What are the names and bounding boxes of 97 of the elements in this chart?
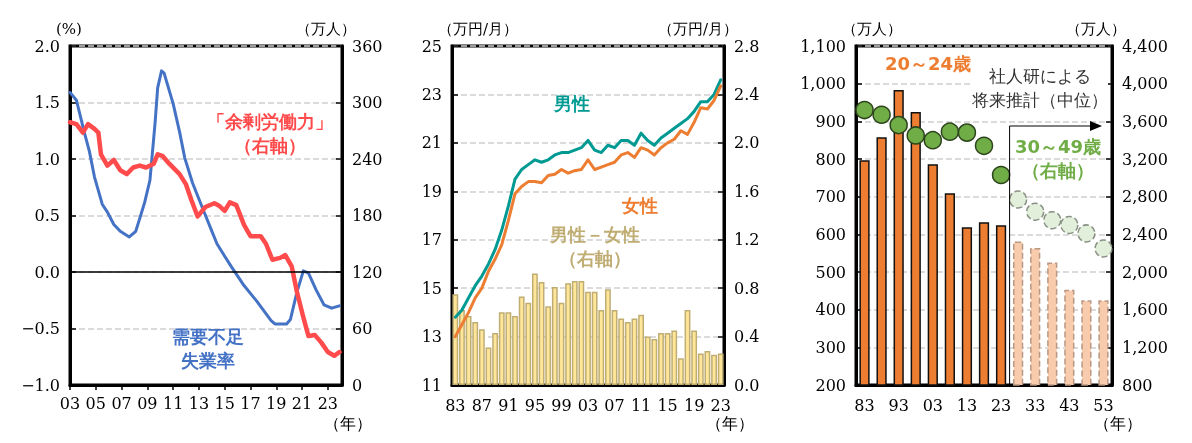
y2-tick-label: 0.0 bbox=[734, 375, 760, 395]
x-tick-label: 87 bbox=[471, 395, 493, 415]
y2-tick-label: 240 bbox=[352, 149, 383, 169]
x-tick-label: 53 bbox=[1093, 395, 1114, 415]
y2-tick-label: 0.4 bbox=[734, 327, 760, 347]
x-tick-label: 07 bbox=[604, 395, 625, 415]
y-tick-label: 1.5 bbox=[34, 93, 60, 112]
series-label: 30～49歳（右軸） bbox=[1014, 135, 1102, 181]
x-tick-label: 17 bbox=[240, 393, 261, 413]
x-tick-label: 19 bbox=[683, 395, 705, 415]
y2-tick-label: 2,800 bbox=[1122, 187, 1168, 207]
y2-tick-label: 1.6 bbox=[734, 181, 760, 201]
series-label: 男性－女性（右軸） bbox=[549, 223, 640, 269]
series-label: 20～24歳 bbox=[884, 52, 972, 74]
x-axis-title: （年） bbox=[1094, 413, 1142, 433]
series-label: 「余剰労働力」（右軸） bbox=[207, 110, 333, 156]
x-tick-label: 21 bbox=[291, 393, 313, 413]
y2-tick-label: 2,400 bbox=[1122, 224, 1168, 244]
y-tick-label: 700 bbox=[815, 187, 846, 207]
y-tick-label: 900 bbox=[815, 111, 846, 131]
y-tick-label: 0.5 bbox=[34, 206, 60, 225]
y2-tick-label: 360 bbox=[352, 36, 383, 56]
annotation: 社人研による将来推計（中位） bbox=[971, 66, 1108, 110]
series-label: 需要不足失業率 bbox=[172, 325, 244, 371]
y2-tick-label: 2.4 bbox=[734, 84, 760, 104]
y-tick-label: −1.0 bbox=[21, 375, 60, 395]
y-tick-label: 21 bbox=[421, 133, 442, 153]
y2-tick-label: 2.8 bbox=[734, 36, 760, 56]
y2-tick-label: 1.2 bbox=[734, 230, 760, 250]
x-tick-label: 23 bbox=[990, 395, 1012, 415]
y-axis-title: （万円/月） bbox=[438, 19, 519, 38]
y-tick-label: 200 bbox=[815, 375, 846, 395]
y2-tick-label: 300 bbox=[352, 93, 383, 112]
y2-tick-label: 1,200 bbox=[1122, 337, 1168, 357]
y-tick-label: 600 bbox=[815, 224, 846, 244]
y2-tick-label: 4,000 bbox=[1122, 74, 1168, 94]
x-tick-label: 11 bbox=[630, 395, 652, 415]
y2-tick-label: 800 bbox=[1122, 375, 1153, 395]
x-tick-label: 15 bbox=[214, 393, 235, 413]
y2-tick-label: 3,200 bbox=[1122, 149, 1168, 169]
y-tick-label: 2.0 bbox=[34, 36, 60, 56]
series-label: 男性 bbox=[553, 92, 590, 114]
x-tick-label: 03 bbox=[577, 395, 599, 415]
x-tick-label: 91 bbox=[498, 395, 519, 415]
y-tick-label: 11 bbox=[421, 375, 442, 395]
y2-tick-label: 2,000 bbox=[1122, 262, 1168, 282]
x-axis-title: （年） bbox=[706, 413, 754, 433]
x-tick-label: 23 bbox=[317, 393, 338, 413]
x-tick-label: 11 bbox=[162, 393, 184, 413]
y-tick-label: 15 bbox=[421, 278, 442, 298]
y2-tick-label: 0.8 bbox=[734, 278, 760, 298]
y2-tick-label: 1,600 bbox=[1122, 300, 1168, 320]
y-tick-label: 19 bbox=[421, 181, 442, 201]
y-tick-label: 23 bbox=[421, 84, 442, 104]
y2-tick-label: 120 bbox=[352, 262, 383, 282]
x-axis-title: （年） bbox=[324, 413, 372, 433]
x-tick-label: 23 bbox=[710, 395, 731, 415]
y2-tick-label: 0 bbox=[352, 375, 363, 395]
series-label: 女性 bbox=[621, 194, 658, 216]
y-tick-label: 17 bbox=[421, 230, 442, 250]
x-tick-label: 13 bbox=[956, 395, 978, 415]
x-tick-label: 43 bbox=[1059, 395, 1080, 415]
y-tick-label: 300 bbox=[815, 337, 846, 357]
y-tick-label: 1,000 bbox=[800, 74, 846, 94]
x-tick-label: 93 bbox=[888, 395, 909, 415]
y-tick-label: 400 bbox=[815, 300, 846, 320]
y-axis-title: (%) bbox=[56, 19, 82, 38]
x-tick-label: 83 bbox=[854, 395, 875, 415]
y2-tick-label: 3,600 bbox=[1122, 111, 1168, 131]
x-tick-label: 15 bbox=[657, 395, 678, 415]
y2-tick-label: 60 bbox=[352, 319, 373, 338]
x-tick-label: 83 bbox=[445, 395, 466, 415]
y2-tick-label: 2.0 bbox=[734, 133, 760, 153]
y2-axis-title: （万人） bbox=[296, 19, 356, 38]
x-tick-label: 95 bbox=[524, 395, 546, 415]
y-tick-label: 500 bbox=[815, 262, 846, 282]
y-axis-title: （万人） bbox=[842, 19, 902, 38]
x-tick-label: 07 bbox=[111, 393, 132, 413]
x-tick-label: 05 bbox=[85, 393, 106, 413]
x-tick-label: 33 bbox=[1025, 395, 1046, 415]
y-tick-label: 1.0 bbox=[34, 149, 60, 169]
x-tick-label: 13 bbox=[188, 393, 210, 413]
y2-axis-title: （万円/月） bbox=[657, 19, 738, 38]
y-tick-label: 13 bbox=[421, 327, 442, 347]
x-tick-label: 99 bbox=[551, 395, 572, 415]
y2-tick-label: 180 bbox=[352, 206, 383, 225]
x-tick-label: 09 bbox=[137, 393, 158, 413]
y2-axis-title: （万人） bbox=[1066, 19, 1126, 38]
x-tick-label: 03 bbox=[59, 393, 81, 413]
y-tick-label: 0.0 bbox=[34, 262, 60, 282]
x-tick-label: 03 bbox=[922, 395, 943, 415]
y2-tick-label: 4,400 bbox=[1122, 36, 1168, 56]
y-tick-label: 800 bbox=[815, 149, 846, 169]
y-tick-label: 1,100 bbox=[800, 36, 846, 56]
x-tick-label: 19 bbox=[266, 393, 287, 413]
y-tick-label: −0.5 bbox=[21, 319, 60, 338]
y-tick-label: 25 bbox=[421, 36, 442, 56]
